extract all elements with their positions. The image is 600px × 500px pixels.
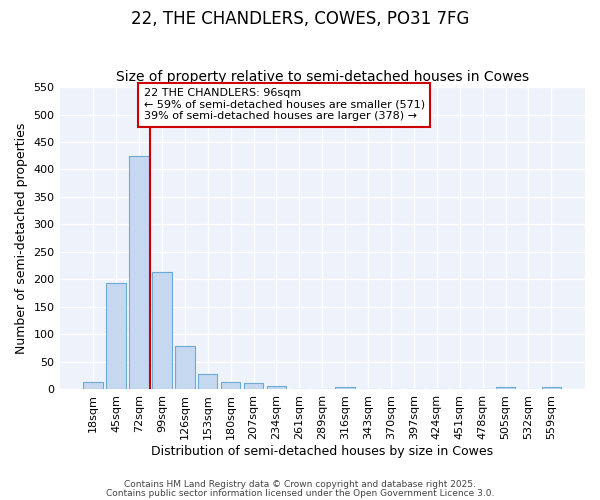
- Bar: [198, 374, 217, 389]
- Bar: [83, 382, 103, 389]
- Text: 22, THE CHANDLERS, COWES, PO31 7FG: 22, THE CHANDLERS, COWES, PO31 7FG: [131, 10, 469, 28]
- Bar: [542, 387, 561, 389]
- Bar: [106, 283, 126, 389]
- Text: 22 THE CHANDLERS: 96sqm
← 59% of semi-detached houses are smaller (571)
39% of s: 22 THE CHANDLERS: 96sqm ← 59% of semi-de…: [143, 88, 425, 122]
- X-axis label: Distribution of semi-detached houses by size in Cowes: Distribution of semi-detached houses by …: [151, 444, 493, 458]
- Bar: [221, 382, 241, 389]
- Bar: [335, 387, 355, 389]
- Text: Contains HM Land Registry data © Crown copyright and database right 2025.: Contains HM Land Registry data © Crown c…: [124, 480, 476, 489]
- Bar: [267, 386, 286, 389]
- Bar: [129, 156, 149, 389]
- Y-axis label: Number of semi-detached properties: Number of semi-detached properties: [15, 122, 28, 354]
- Bar: [496, 387, 515, 389]
- Bar: [152, 272, 172, 389]
- Title: Size of property relative to semi-detached houses in Cowes: Size of property relative to semi-detach…: [116, 70, 529, 85]
- Bar: [244, 384, 263, 389]
- Text: Contains public sector information licensed under the Open Government Licence 3.: Contains public sector information licen…: [106, 488, 494, 498]
- Bar: [175, 346, 194, 389]
